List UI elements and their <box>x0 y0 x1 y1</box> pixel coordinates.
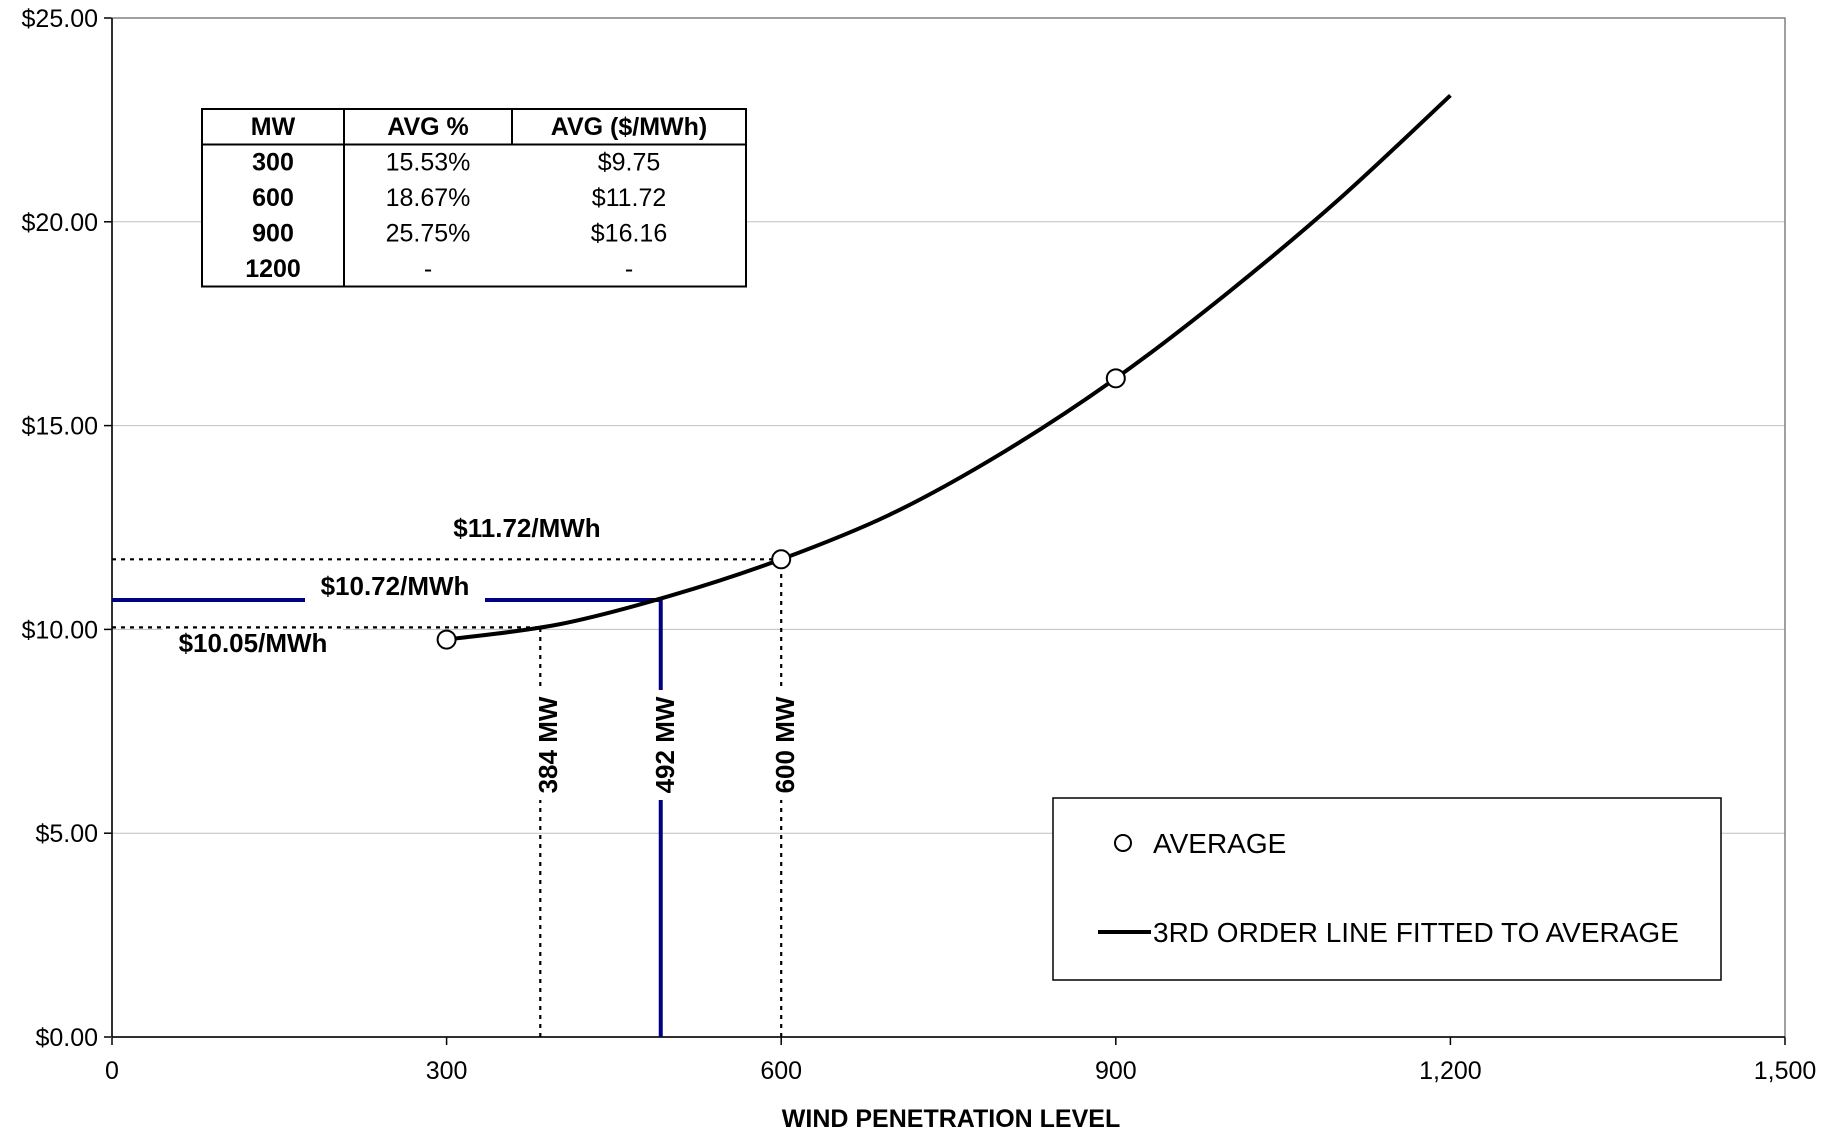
annotation-label: $10.72/MWh <box>321 571 470 601</box>
average-markers <box>436 368 1126 650</box>
data-table: MW AVG % AVG ($/MWh) 300 15.53% $9.75 600 18.67… <box>201 108 747 288</box>
table-cell: 1200 <box>245 255 301 283</box>
table-cell: 300 <box>252 149 294 177</box>
y-tick-label: $15.00 <box>22 413 98 441</box>
x-tick-label: 1,500 <box>1754 1057 1817 1085</box>
legend: AVERAGE 3RD ORDER LINE FITTED TO AVERAGE <box>1052 797 1722 981</box>
x-tick-label: 900 <box>1095 1057 1137 1085</box>
label-10-05: $10.05/MWh <box>163 628 343 661</box>
table-header-cell: AVG % <box>387 113 469 141</box>
y-tick-label: $5.00 <box>35 820 98 848</box>
average-point <box>771 549 792 570</box>
table-cell: 15.53% <box>386 149 471 177</box>
legend-box <box>1052 797 1722 981</box>
axes: $0.00 $5.00 $10.00 $15.00 $20.00 $25.00 0 300 60… <box>22 5 1817 1085</box>
table-cell: 900 <box>252 220 294 248</box>
legend-label: AVERAGE <box>1153 828 1286 859</box>
annotation-label: 600 MW <box>770 696 800 793</box>
x-tick-label: 0 <box>105 1057 119 1085</box>
label-backing <box>163 629 343 661</box>
label-11-72: $11.72/MWh <box>437 513 617 546</box>
table-cell: $16.16 <box>591 220 667 248</box>
y-tick-label: $20.00 <box>22 209 98 237</box>
label-600-mw: 600 MW <box>768 690 802 800</box>
x-axis-title: WIND PENETRATION LEVEL <box>782 1105 1120 1131</box>
annotation-label: 492 MW <box>650 696 680 793</box>
label-384-mw: 384 MW <box>531 690 565 800</box>
label-backing <box>437 514 617 546</box>
annotations: $11.72/MWh $10.72/MWh $10.05/MWh 384 MW 492 … <box>163 513 802 800</box>
table-cell: $11.72 <box>592 184 667 212</box>
annotation-label: 384 MW <box>533 696 563 793</box>
table-cell: 600 <box>252 184 294 212</box>
fitted-curve-layer <box>446 93 1452 642</box>
label-backing <box>531 690 565 800</box>
table-cell: 25.75% <box>386 220 471 248</box>
y-tick-label: $0.00 <box>35 1024 98 1052</box>
annotation-label: $10.05/MWh <box>179 628 328 658</box>
label-10-72: $10.72/MWh <box>305 571 485 604</box>
label-backing <box>305 572 485 604</box>
x-tick-label: 1,200 <box>1419 1057 1482 1085</box>
label-backing <box>648 690 682 800</box>
table-cell: - <box>625 255 633 283</box>
legend-marker-average <box>1114 834 1132 852</box>
fitted-curve <box>446 93 1452 642</box>
average-point <box>1105 368 1126 389</box>
label-492-mw: 492 MW <box>648 690 682 800</box>
x-tick-label: 300 <box>426 1057 468 1085</box>
y-tick-label: $10.00 <box>22 616 98 644</box>
table-frame <box>201 108 747 288</box>
table-cell: $9.75 <box>598 149 661 177</box>
average-point <box>436 629 457 650</box>
annotation-label: $11.72/MWh <box>453 513 600 543</box>
table-cell: - <box>424 255 432 283</box>
table-cell: 18.67% <box>386 184 471 212</box>
y-tick-label: $25.00 <box>22 5 98 33</box>
x-tick-label: 600 <box>760 1057 802 1085</box>
table-header-cell: MW <box>251 113 296 141</box>
table-header-cell: AVG ($/MWh) <box>551 113 707 141</box>
label-backing <box>768 690 802 800</box>
legend-label: 3RD ORDER LINE FITTED TO AVERAGE <box>1153 917 1679 948</box>
